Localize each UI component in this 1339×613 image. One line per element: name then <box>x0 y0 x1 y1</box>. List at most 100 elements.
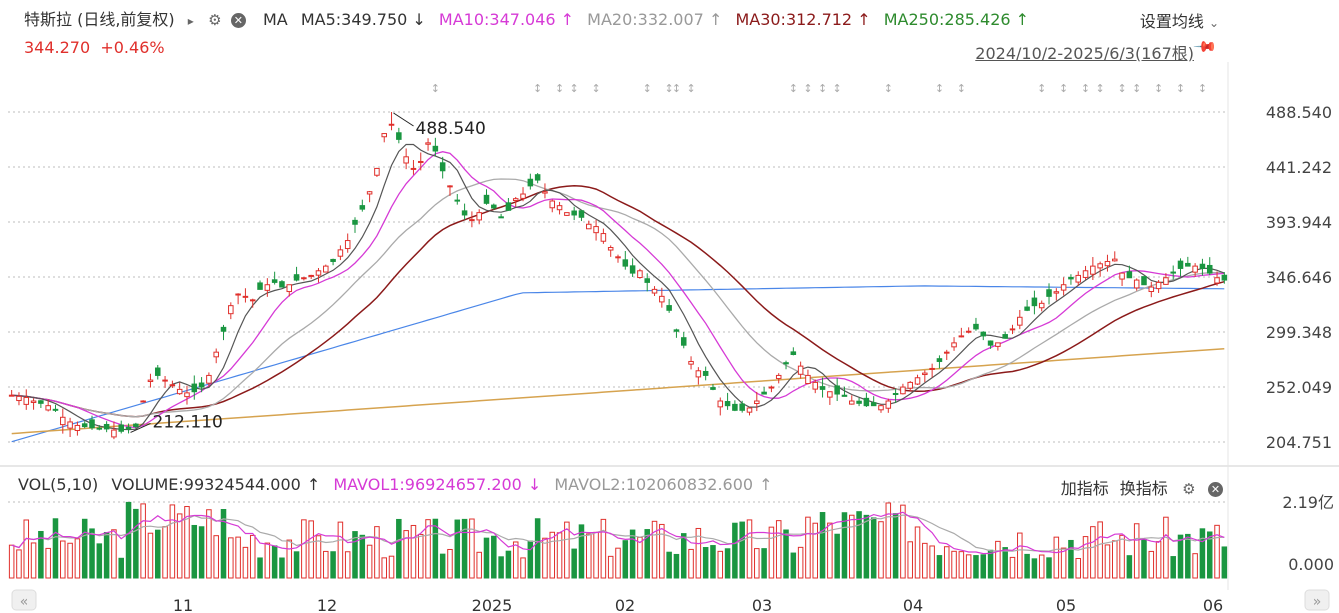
candle-body <box>739 403 745 411</box>
event-marker-icon: ↕ <box>431 82 440 95</box>
candle-body <box>710 387 716 390</box>
volume-bar <box>38 530 44 579</box>
volume-bar <box>695 527 702 579</box>
candle-body <box>622 259 629 267</box>
gear-icon[interactable]: ⚙ <box>208 11 222 29</box>
candle-body <box>717 400 724 408</box>
volume-bar <box>483 537 490 579</box>
ma250-text: MA250:285.426 <box>883 10 1011 29</box>
y-tick-label: 346.646 <box>1266 268 1332 287</box>
volume-bar <box>863 514 870 579</box>
volume-bar <box>666 551 672 579</box>
candle-body <box>213 351 219 358</box>
close-icon[interactable]: ✕ <box>1208 482 1223 497</box>
volume-bar <box>856 511 862 579</box>
volume-bar <box>995 540 1001 579</box>
switch-indicator-button[interactable]: 换指标 <box>1119 479 1168 498</box>
candle-body <box>16 395 22 402</box>
scroll-right-button[interactable] <box>1304 589 1330 611</box>
volume-bar <box>388 555 395 579</box>
ma20-value: MA20:332.007 ↑ <box>587 10 722 29</box>
volume-bar <box>724 548 731 579</box>
y-tick-label: 488.540 <box>1266 103 1332 122</box>
volume-bar <box>1046 557 1052 579</box>
vol-label[interactable]: VOL(5,10) <box>18 475 99 494</box>
candle-body <box>1126 271 1133 279</box>
candle-body <box>432 145 439 152</box>
date-range[interactable]: 2024/10/2-2025/6/3(167根) <box>975 44 1194 63</box>
volume-bar <box>607 555 614 579</box>
candle-body <box>1206 264 1213 274</box>
gear-icon[interactable]: ⚙ <box>1182 480 1196 498</box>
volume-value: VOLUME:99324544.000 <box>111 475 301 494</box>
volume-bar <box>1206 531 1213 579</box>
volume-bar <box>279 557 285 579</box>
ma5-line <box>11 143 1225 431</box>
close-icon[interactable]: ✕ <box>230 13 246 28</box>
candle-body <box>637 270 643 279</box>
candle-body <box>534 174 541 181</box>
volume-bar <box>1082 536 1089 579</box>
volume-bar <box>1002 547 1008 579</box>
stock-title[interactable]: 特斯拉 (日线,前复权) <box>24 10 175 29</box>
volume-bar <box>52 518 59 579</box>
volume-bar <box>184 506 190 579</box>
ma250-arrow: ↑ <box>1015 10 1030 29</box>
volume-bar <box>220 509 227 579</box>
price-change: +0.46% <box>100 38 165 57</box>
candle-body <box>103 423 110 430</box>
ma5-arrow: ↓ <box>412 10 426 29</box>
candle-body <box>67 421 73 429</box>
candle-body <box>381 133 387 138</box>
volume-bar <box>973 555 979 579</box>
volume-bar <box>16 549 22 579</box>
volume-bar <box>198 526 205 579</box>
title-arrow-icon[interactable]: ▸ <box>187 14 194 28</box>
event-marker-icon: ↕ <box>533 82 542 95</box>
volume-bar <box>819 512 826 579</box>
ma-legend: 特斯拉 (日线,前复权) ▸ ⚙ ✕ MA MA5:349.750 ↓ MA10:… <box>24 6 1037 30</box>
candle-body <box>900 386 906 395</box>
candle-body <box>578 210 585 218</box>
volume-bar <box>805 516 811 579</box>
volume-bar <box>133 508 139 579</box>
candle-body <box>140 400 146 403</box>
ma-settings-button[interactable]: 设置均线 ⌄ <box>1140 8 1219 32</box>
event-marker-icon: ↕ <box>789 82 798 95</box>
ma-settings-label: 设置均线 <box>1139 12 1204 31</box>
candle-body <box>271 279 278 283</box>
candle-body <box>337 249 344 257</box>
candle-body <box>447 185 453 188</box>
volume-bar <box>1170 556 1176 579</box>
volume-bar <box>352 531 358 579</box>
candle-body <box>1141 276 1147 286</box>
ma5-text: MA5:349.750 <box>300 10 408 29</box>
low-label: 212.110 <box>153 412 223 432</box>
candle-body <box>417 160 424 163</box>
candle-body <box>118 424 124 432</box>
candle-body <box>169 384 176 387</box>
volume-bar <box>1148 550 1155 579</box>
add-indicator-button[interactable]: 加指标 <box>1060 479 1109 498</box>
candle-body <box>666 305 672 311</box>
volume-bar <box>206 509 212 579</box>
volume-bar <box>381 557 387 579</box>
candle-body <box>1097 263 1103 269</box>
mavol1-line <box>11 511 1225 555</box>
volume-bar <box>89 528 95 579</box>
candle-body <box>483 194 490 204</box>
volume-bar <box>1104 544 1111 579</box>
volume-bar <box>1141 539 1147 579</box>
volume-bar <box>505 550 512 579</box>
volume-bar <box>717 550 724 579</box>
candle-body <box>805 374 811 385</box>
scroll-left-button[interactable] <box>11 589 37 611</box>
candle-body <box>754 400 760 405</box>
volume-bar <box>564 521 570 579</box>
volume-bar <box>1097 521 1103 579</box>
volume-bar <box>980 554 987 579</box>
x-tick-label: 2025 <box>472 596 513 613</box>
candle-body <box>228 305 234 315</box>
candle-body <box>797 365 804 375</box>
